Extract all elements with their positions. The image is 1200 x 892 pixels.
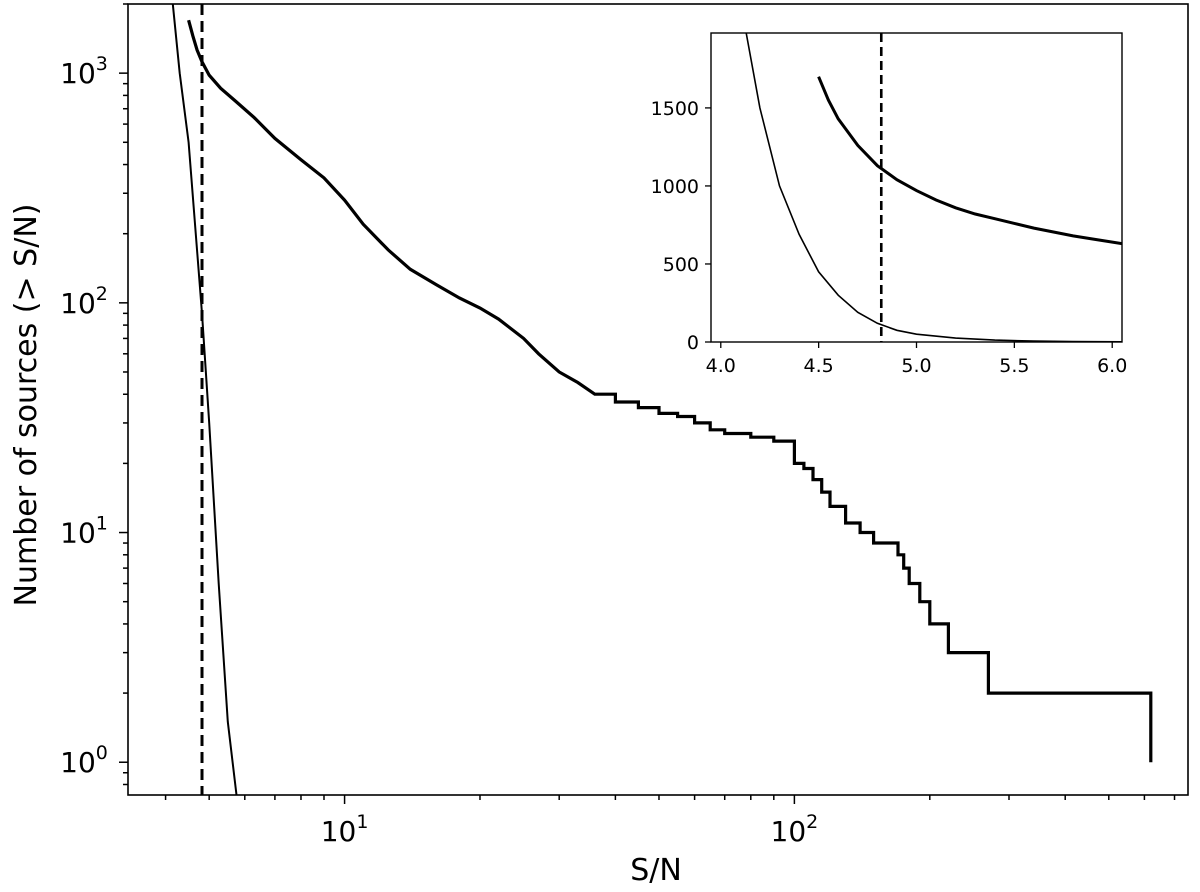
y-tick-label: 103 xyxy=(60,53,108,90)
x-tick-label: 101 xyxy=(321,811,369,848)
y-tick-label: 100 xyxy=(60,742,108,779)
main-axes: 101 102 100 101 102 103 xyxy=(60,3,1189,848)
inset-x-tick-label: 4.5 xyxy=(804,355,834,377)
cumulative-counts-line xyxy=(187,19,1153,763)
y-axis-title: Number of sources (> S/N) xyxy=(9,204,44,607)
inset-chart: 4.0 4.5 5.0 5.5 6.0 0 500 1000 1500 xyxy=(651,32,1127,377)
model-curve-line xyxy=(171,4,238,795)
inset-y-tick-label: 500 xyxy=(663,254,699,276)
x-tick-label: 102 xyxy=(771,811,819,848)
inset-x-tick-label: 5.5 xyxy=(999,355,1029,377)
inset-y-tick-label: 1000 xyxy=(651,176,699,198)
inset-x-tick-label: 4.0 xyxy=(706,355,736,377)
main-plot-frame xyxy=(127,3,1189,796)
inset-cumulative-counts-line xyxy=(817,76,1122,246)
x-axis-title: S/N xyxy=(630,853,682,888)
inset-x-tick-label: 6.0 xyxy=(1097,355,1127,377)
main-plot-area xyxy=(171,4,1153,795)
inset-y-tick-label: 1500 xyxy=(651,98,699,120)
y-tick-label: 101 xyxy=(60,513,108,550)
inset-background xyxy=(711,33,1122,342)
inset-y-tick-label: 0 xyxy=(687,332,699,354)
y-tick-label: 102 xyxy=(60,283,108,320)
inset-model-curve-line xyxy=(745,33,1122,342)
inset-x-tick-label: 5.0 xyxy=(901,355,931,377)
inset-plot-area xyxy=(745,33,1122,342)
